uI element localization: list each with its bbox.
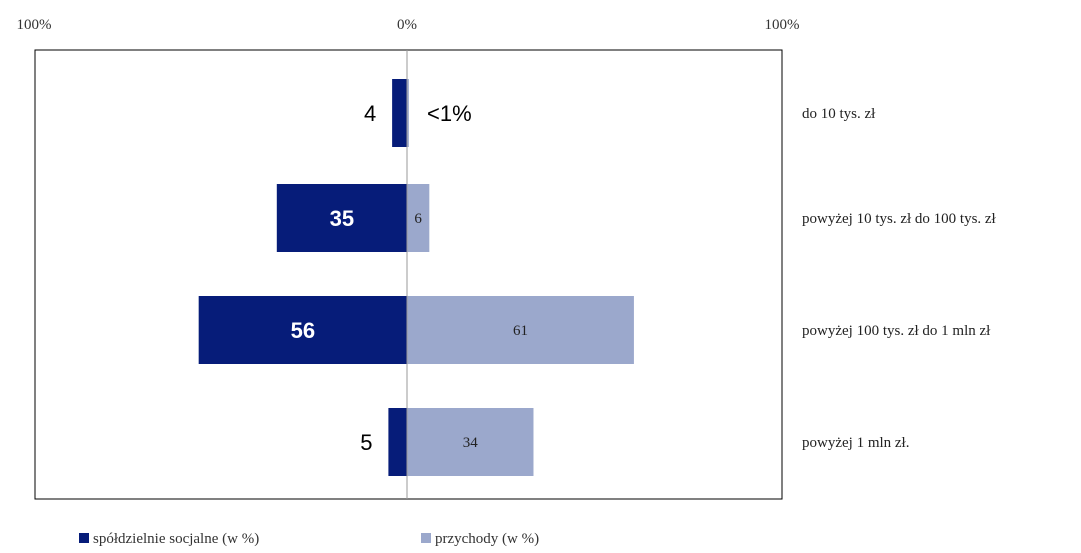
legend-label: spółdzielnie socjalne (w %) bbox=[93, 531, 259, 547]
bar-spoldzielnie bbox=[392, 79, 407, 147]
category-label: do 10 tys. zł bbox=[802, 106, 876, 122]
bar-spoldzielnie bbox=[388, 408, 407, 476]
bar-przychody bbox=[407, 296, 634, 364]
top-axis-tick-label: 100% bbox=[765, 17, 800, 33]
top-axis-tick-label: 0% bbox=[397, 17, 417, 33]
bar-label-przychody: 6 bbox=[414, 211, 422, 227]
bar-label-spoldzielnie: 5 bbox=[360, 430, 372, 455]
bar-label-przychody: <1% bbox=[427, 101, 472, 126]
legend-label: przychody (w %) bbox=[435, 531, 539, 547]
category-label: powyżej 100 tys. zł do 1 mln zł bbox=[802, 323, 991, 339]
bar-label-przychody: 61 bbox=[513, 323, 528, 339]
legend: spółdzielnie socjalne (w %) przychody (w … bbox=[79, 531, 539, 547]
bar-przychody bbox=[407, 184, 430, 252]
category-labels: do 10 tys. zł powyżej 10 tys. zł do 100 t… bbox=[802, 106, 997, 451]
bar-label-spoldzielnie: 4 bbox=[364, 101, 376, 126]
bar-labels: 4 <1% 35 6 56 61 5 34 bbox=[291, 101, 528, 455]
category-label: powyżej 10 tys. zł do 100 tys. zł bbox=[802, 211, 997, 227]
top-axis-labels: 100% 0% 100% bbox=[17, 17, 800, 33]
bar-label-spoldzielnie: 56 bbox=[291, 318, 315, 343]
legend-swatch bbox=[79, 533, 89, 543]
bar-przychody bbox=[407, 79, 409, 147]
bar-label-spoldzielnie: 35 bbox=[330, 206, 354, 231]
category-label: powyżej 1 mln zł. bbox=[802, 435, 909, 451]
plot-frame bbox=[34, 49, 783, 500]
legend-swatch bbox=[421, 533, 431, 543]
bar-przychody bbox=[407, 408, 534, 476]
top-axis-tick-label: 100% bbox=[17, 17, 52, 33]
bars bbox=[198, 79, 634, 476]
bar-spoldzielnie bbox=[198, 296, 407, 364]
bar-label-przychody: 34 bbox=[463, 435, 479, 451]
bar-spoldzielnie bbox=[276, 184, 407, 252]
